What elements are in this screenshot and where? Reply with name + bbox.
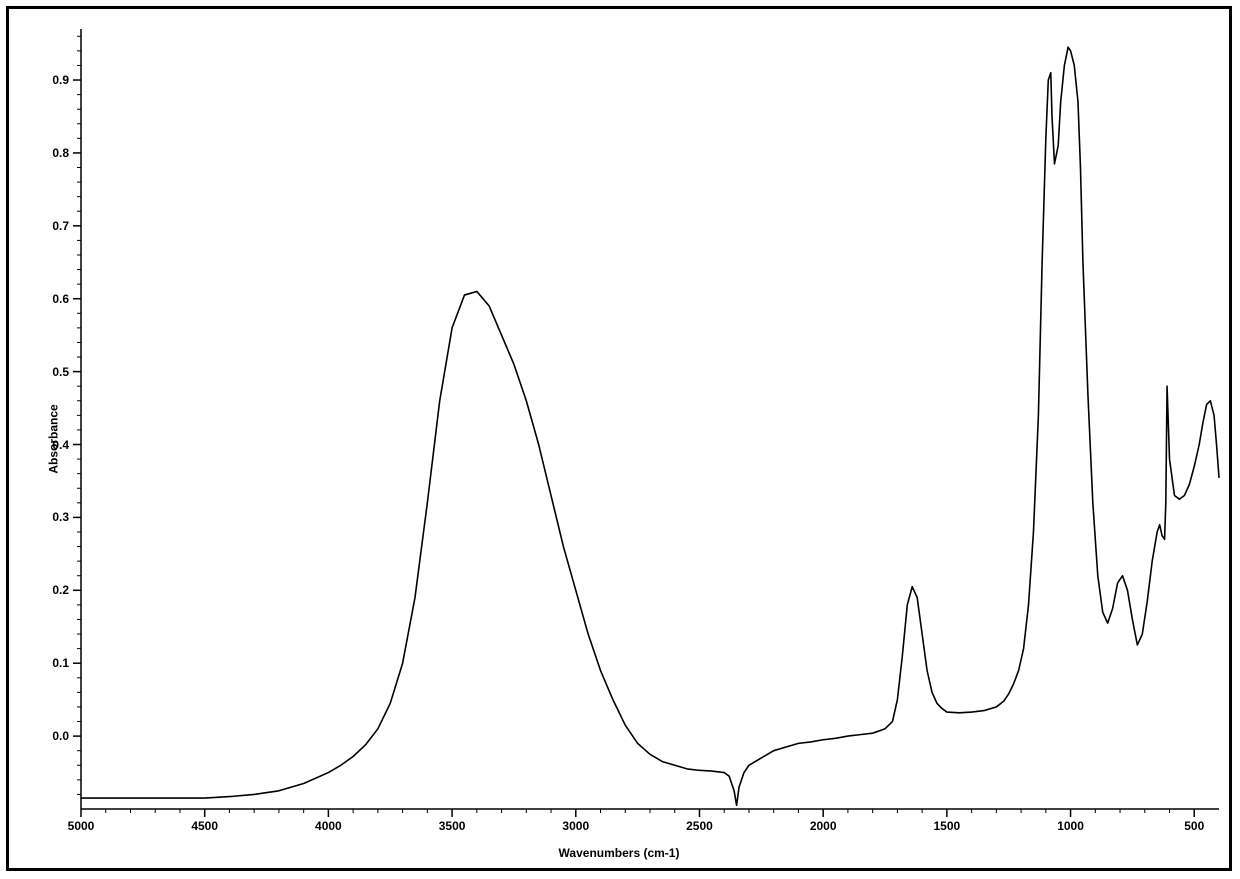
y-tick-label: 0.6 bbox=[39, 292, 69, 306]
x-tick-label: 1000 bbox=[1057, 819, 1084, 833]
x-tick-label: 3500 bbox=[439, 819, 466, 833]
y-tick-label: 0.5 bbox=[39, 365, 69, 379]
y-tick-label: 0.8 bbox=[39, 146, 69, 160]
x-axis-label: Wavenumbers (cm-1) bbox=[559, 846, 680, 860]
chart-container: Absorbance Wavenumbers (cm-1) 0.00.10.20… bbox=[9, 9, 1229, 868]
x-tick-label: 4500 bbox=[191, 819, 218, 833]
x-tick-label: 1500 bbox=[934, 819, 961, 833]
x-tick-label: 2500 bbox=[686, 819, 713, 833]
x-tick-label: 4000 bbox=[315, 819, 342, 833]
y-tick-label: 0.4 bbox=[39, 438, 69, 452]
y-tick-label: 0.3 bbox=[39, 510, 69, 524]
y-tick-label: 0.7 bbox=[39, 219, 69, 233]
x-tick-label: 2000 bbox=[810, 819, 837, 833]
x-tick-label: 3000 bbox=[562, 819, 589, 833]
x-tick-label: 5000 bbox=[68, 819, 95, 833]
x-tick-label: 500 bbox=[1184, 819, 1204, 833]
spectrum-chart-svg bbox=[9, 9, 1229, 868]
chart-frame: Absorbance Wavenumbers (cm-1) 0.00.10.20… bbox=[6, 6, 1232, 871]
y-tick-label: 0.9 bbox=[39, 73, 69, 87]
y-tick-label: 0.1 bbox=[39, 656, 69, 670]
y-tick-label: 0.2 bbox=[39, 583, 69, 597]
y-tick-label: 0.0 bbox=[39, 729, 69, 743]
